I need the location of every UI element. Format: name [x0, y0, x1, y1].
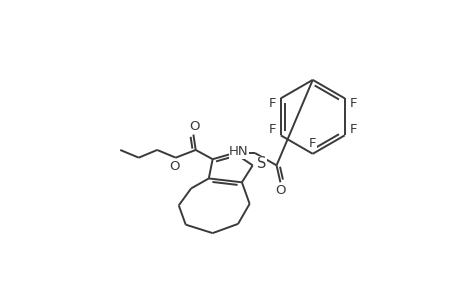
Text: F: F — [349, 123, 356, 136]
Text: F: F — [268, 123, 275, 136]
Text: S: S — [257, 156, 266, 171]
Text: O: O — [274, 184, 285, 197]
Text: F: F — [268, 97, 275, 110]
Text: O: O — [189, 120, 200, 134]
Text: F: F — [308, 136, 316, 149]
Text: F: F — [349, 97, 356, 110]
Text: O: O — [168, 160, 179, 173]
Text: HN: HN — [229, 145, 248, 158]
